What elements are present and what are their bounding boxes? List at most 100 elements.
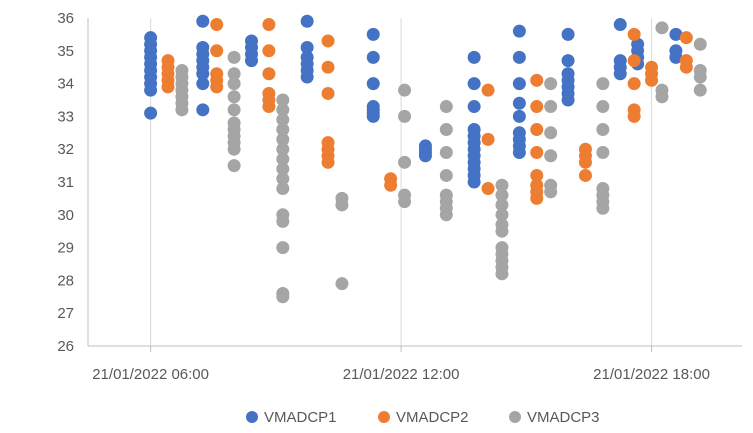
data-point (276, 152, 290, 166)
data-point (544, 100, 558, 114)
data-point (384, 178, 398, 192)
data-point (418, 149, 432, 163)
data-point (530, 73, 544, 87)
data-points (144, 14, 707, 304)
data-point (679, 60, 693, 74)
y-tick-label: 35 (57, 43, 74, 60)
data-point (227, 50, 241, 64)
legend-label: VMADCP1 (264, 409, 337, 426)
data-point (227, 159, 241, 173)
data-point (300, 41, 314, 55)
data-point (227, 67, 241, 81)
data-point (321, 60, 335, 74)
y-axis-tick-labels: 26 27 28 29 30 31 32 33 34 35 36 (57, 10, 74, 355)
y-tick-label: 28 (57, 272, 74, 289)
y-tick-label: 31 (57, 174, 74, 191)
data-point (578, 168, 592, 182)
data-point (561, 54, 575, 68)
data-point (196, 67, 210, 81)
data-point (544, 77, 558, 91)
data-point (227, 77, 241, 91)
data-point (530, 145, 544, 159)
data-point (655, 21, 669, 35)
data-point (512, 96, 526, 110)
data-point (627, 54, 641, 68)
data-point (495, 267, 509, 281)
y-tick-label: 33 (57, 108, 74, 125)
data-point (196, 77, 210, 91)
data-point (481, 132, 495, 146)
data-point (398, 83, 412, 97)
data-point (366, 109, 380, 123)
x-axis-tick-labels: 21/01/2022 06:00 21/01/2022 12:00 21/01/20… (92, 346, 710, 383)
data-point (544, 185, 558, 199)
data-point (398, 195, 412, 209)
data-point (596, 145, 610, 159)
y-tick-label: 34 (57, 76, 74, 93)
data-point (276, 142, 290, 156)
data-point (669, 50, 683, 64)
data-point (262, 100, 276, 114)
data-point (495, 198, 509, 212)
data-point (227, 90, 241, 104)
data-point (512, 109, 526, 123)
data-point (276, 113, 290, 127)
series-VMADCP1 (144, 14, 683, 189)
data-point (596, 100, 610, 114)
data-point (398, 155, 412, 169)
data-point (693, 70, 707, 84)
data-point (161, 80, 175, 94)
data-point (262, 67, 276, 81)
data-point (439, 145, 453, 159)
data-point (227, 103, 241, 117)
vertical-gridlines (150, 18, 653, 346)
data-point (481, 83, 495, 97)
data-point (669, 27, 683, 41)
data-point (144, 83, 158, 97)
x-tick-label: 21/01/2022 18:00 (593, 366, 710, 383)
data-point (210, 18, 224, 32)
data-point (467, 50, 481, 64)
data-point (210, 80, 224, 94)
data-point (693, 37, 707, 51)
data-point (262, 18, 276, 32)
data-point (276, 132, 290, 146)
data-point (196, 103, 210, 117)
y-tick-label: 30 (57, 207, 74, 224)
data-point (196, 14, 210, 28)
data-point (276, 103, 290, 117)
data-point (227, 142, 241, 156)
series-VMADCP2 (161, 18, 693, 205)
legend-item: VMADCP3 (509, 409, 600, 426)
data-point (175, 103, 189, 117)
legend-marker (246, 411, 258, 423)
data-point (495, 178, 509, 192)
data-point (596, 201, 610, 215)
series-VMADCP3 (175, 21, 707, 304)
data-point (321, 86, 335, 100)
data-point (613, 18, 627, 32)
legend-item: VMADCP1 (246, 409, 337, 426)
data-point (276, 290, 290, 304)
data-point (561, 27, 575, 41)
y-tick-label: 36 (57, 10, 74, 27)
data-point (495, 188, 509, 202)
data-point (366, 27, 380, 41)
data-point (613, 67, 627, 81)
x-tick-label: 21/01/2022 12:00 (343, 366, 460, 383)
data-point (467, 77, 481, 91)
data-point (276, 123, 290, 137)
data-point (300, 14, 314, 28)
data-point (530, 123, 544, 137)
data-point (321, 34, 335, 48)
data-point (439, 208, 453, 222)
data-point (439, 123, 453, 137)
legend-marker (509, 411, 521, 423)
legend-item: VMADCP2 (378, 409, 469, 426)
data-point (544, 126, 558, 140)
data-point (276, 162, 290, 176)
data-point (530, 168, 544, 182)
data-point (561, 93, 575, 107)
data-point (645, 73, 659, 87)
